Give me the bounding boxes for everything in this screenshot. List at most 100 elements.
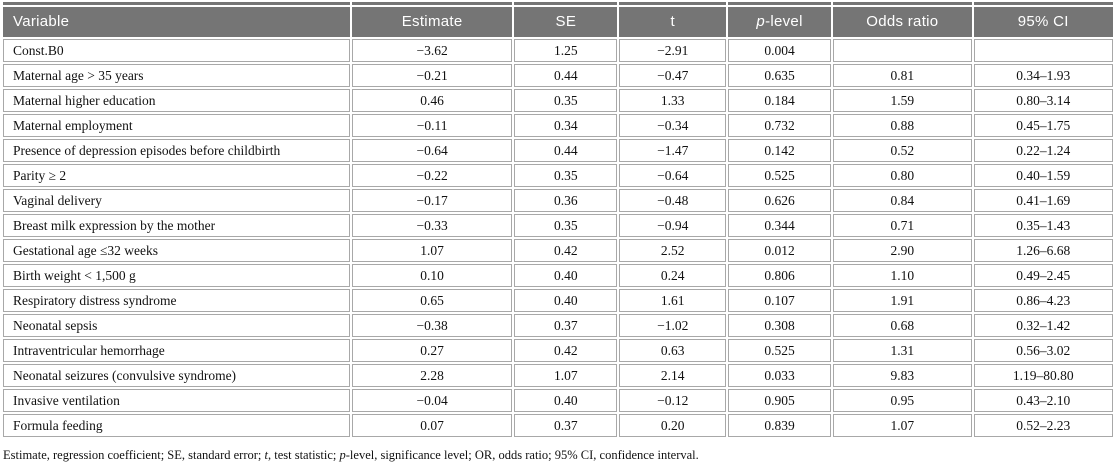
footnote-text: -level, significance level; OR, odds rat… bbox=[345, 448, 699, 462]
footnote-italic-term: p bbox=[339, 448, 346, 462]
cell-or: 0.71 bbox=[833, 214, 972, 237]
cell-p: 0.142 bbox=[727, 139, 832, 162]
table-row: Presence of depression episodes before c… bbox=[3, 139, 1113, 162]
header-topbar-cell bbox=[833, 2, 972, 5]
table-row: Maternal employment −0.11 0.34 −0.34 0.732 0.… bbox=[3, 114, 1113, 137]
cell-t: 0.20 bbox=[619, 414, 726, 437]
cell-variable: Invasive ventilation bbox=[3, 389, 350, 412]
footnote-text: Estimate, regression coefficient; SE, st… bbox=[3, 448, 265, 462]
cell-variable: Breast milk expression by the mother bbox=[3, 214, 350, 237]
cell-variable: Const.B0 bbox=[3, 39, 350, 62]
cell-variable: Parity ≥ 2 bbox=[3, 164, 350, 187]
cell-t: −1.02 bbox=[619, 314, 726, 337]
cell-ci: 1.26–6.68 bbox=[973, 239, 1113, 262]
cell-or: 9.83 bbox=[833, 364, 972, 387]
footnote-text: , test statistic; bbox=[267, 448, 340, 462]
cell-variable: Respiratory distress syndrome bbox=[3, 289, 350, 312]
cell-ci: 0.35–1.43 bbox=[973, 214, 1113, 237]
cell-estimate: −0.21 bbox=[351, 64, 513, 87]
cell-se: 0.40 bbox=[514, 264, 618, 287]
cell-ci: 0.43–2.10 bbox=[973, 389, 1113, 412]
cell-or: 1.31 bbox=[833, 339, 972, 362]
cell-p: 0.344 bbox=[727, 214, 832, 237]
cell-ci: 0.34–1.93 bbox=[973, 64, 1113, 87]
cell-estimate: 0.27 bbox=[351, 339, 513, 362]
cell-ci: 0.80–3.14 bbox=[973, 89, 1113, 112]
regression-results-table: Variable Estimate SE t p-level Odds ratio 95% … bbox=[1, 0, 1115, 439]
cell-variable: Birth weight < 1,500 g bbox=[3, 264, 350, 287]
header-topbar-row bbox=[3, 2, 1113, 5]
table-row: Invasive ventilation −0.04 0.40 −0.12 0.905 0… bbox=[3, 389, 1113, 412]
table-row: Gestational age ≤32 weeks 1.07 0.42 2.52 0.0… bbox=[3, 239, 1113, 262]
cell-variable: Gestational age ≤32 weeks bbox=[3, 239, 350, 262]
cell-or: 2.90 bbox=[833, 239, 972, 262]
cell-p: 0.184 bbox=[727, 89, 832, 112]
cell-t: −0.64 bbox=[619, 164, 726, 187]
cell-se: 0.35 bbox=[514, 89, 618, 112]
cell-p: 0.626 bbox=[727, 189, 832, 212]
cell-variable: Maternal employment bbox=[3, 114, 350, 137]
cell-se: 0.34 bbox=[514, 114, 618, 137]
cell-ci: 0.41–1.69 bbox=[973, 189, 1113, 212]
table-row: Breast milk expression by the mother −0.3… bbox=[3, 214, 1113, 237]
cell-variable: Formula feeding bbox=[3, 414, 350, 437]
table-row: Parity ≥ 2 −0.22 0.35 −0.64 0.525 0.80 0.40–1.… bbox=[3, 164, 1113, 187]
table-row: Vaginal delivery −0.17 0.36 −0.48 0.626 0.84 0… bbox=[3, 189, 1113, 212]
header-italic-term: p bbox=[756, 13, 766, 30]
cell-variable: Vaginal delivery bbox=[3, 189, 350, 212]
cell-variable: Neonatal sepsis bbox=[3, 314, 350, 337]
cell-variable: Intraventricular hemorrhage bbox=[3, 339, 350, 362]
cell-se: 0.42 bbox=[514, 339, 618, 362]
cell-ci: 0.40–1.59 bbox=[973, 164, 1113, 187]
cell-variable: Maternal higher education bbox=[3, 89, 350, 112]
cell-estimate: 0.46 bbox=[351, 89, 513, 112]
column-header-t: t bbox=[619, 7, 726, 37]
cell-or: 0.81 bbox=[833, 64, 972, 87]
cell-ci: 0.22–1.24 bbox=[973, 139, 1113, 162]
column-header-ci: 95% CI bbox=[973, 7, 1113, 37]
header-topbar-cell bbox=[727, 2, 832, 5]
cell-ci: 0.49–2.45 bbox=[973, 264, 1113, 287]
cell-variable: Maternal age > 35 years bbox=[3, 64, 350, 87]
cell-variable: Presence of depression episodes before c… bbox=[3, 139, 350, 162]
cell-or: 0.95 bbox=[833, 389, 972, 412]
cell-p: 0.004 bbox=[727, 39, 832, 62]
cell-estimate: 1.07 bbox=[351, 239, 513, 262]
cell-ci: 0.45–1.75 bbox=[973, 114, 1113, 137]
cell-or: 0.68 bbox=[833, 314, 972, 337]
table-row: Respiratory distress syndrome 0.65 0.40 1.6… bbox=[3, 289, 1113, 312]
cell-variable: Neonatal seizures (convulsive syndrome) bbox=[3, 364, 350, 387]
cell-or: 1.91 bbox=[833, 289, 972, 312]
header-topbar-cell bbox=[351, 2, 513, 5]
table-row: Maternal higher education 0.46 0.35 1.33 0.1… bbox=[3, 89, 1113, 112]
cell-ci bbox=[973, 39, 1113, 62]
cell-or: 0.88 bbox=[833, 114, 972, 137]
table-row: Neonatal sepsis −0.38 0.37 −1.02 0.308 0.68 0.… bbox=[3, 314, 1113, 337]
cell-t: −0.94 bbox=[619, 214, 726, 237]
header-topbar-cell bbox=[619, 2, 726, 5]
cell-t: −0.34 bbox=[619, 114, 726, 137]
cell-t: 1.33 bbox=[619, 89, 726, 112]
column-header-estimate: Estimate bbox=[351, 7, 513, 37]
cell-estimate: 0.07 bbox=[351, 414, 513, 437]
cell-p: 0.905 bbox=[727, 389, 832, 412]
cell-estimate: −0.22 bbox=[351, 164, 513, 187]
cell-or: 0.80 bbox=[833, 164, 972, 187]
cell-p: 0.033 bbox=[727, 364, 832, 387]
column-header-se: SE bbox=[514, 7, 618, 37]
cell-or: 1.59 bbox=[833, 89, 972, 112]
cell-t: −1.47 bbox=[619, 139, 726, 162]
cell-se: 0.44 bbox=[514, 139, 618, 162]
cell-se: 0.37 bbox=[514, 314, 618, 337]
cell-t: 0.24 bbox=[619, 264, 726, 287]
cell-estimate: −0.04 bbox=[351, 389, 513, 412]
cell-se: 0.40 bbox=[514, 289, 618, 312]
cell-or: 1.07 bbox=[833, 414, 972, 437]
column-header-or: Odds ratio bbox=[833, 7, 972, 37]
cell-se: 0.40 bbox=[514, 389, 618, 412]
cell-ci: 0.52–2.23 bbox=[973, 414, 1113, 437]
cell-ci: 1.19–80.80 bbox=[973, 364, 1113, 387]
header-row: Variable Estimate SE t p-level Odds ratio 95% … bbox=[3, 7, 1113, 37]
header-topbar-cell bbox=[514, 2, 618, 5]
cell-estimate: 0.65 bbox=[351, 289, 513, 312]
